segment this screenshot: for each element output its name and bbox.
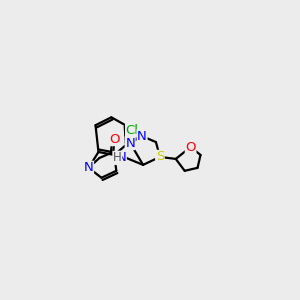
Text: O: O (185, 140, 196, 154)
Text: N: N (116, 152, 126, 164)
Text: O: O (109, 133, 120, 146)
Text: Cl: Cl (126, 124, 139, 137)
Text: N: N (84, 161, 93, 174)
Text: N: N (137, 130, 147, 142)
Text: S: S (156, 150, 164, 164)
Text: N: N (125, 136, 135, 150)
Text: H: H (113, 152, 122, 164)
